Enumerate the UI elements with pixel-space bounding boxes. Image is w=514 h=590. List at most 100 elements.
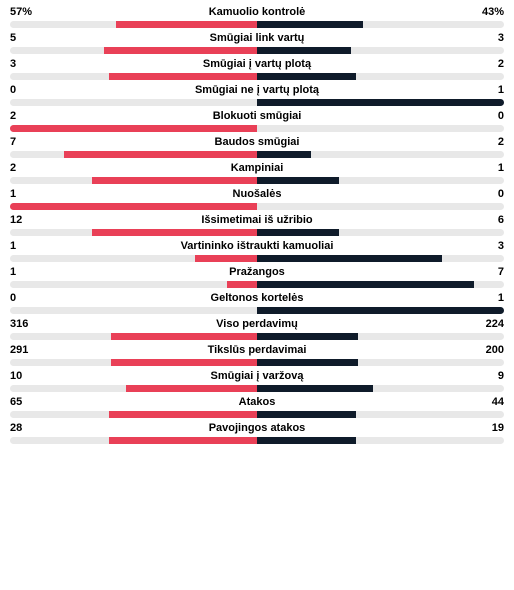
stat-bar-left (227, 281, 257, 288)
stat-bar-right (257, 21, 363, 28)
stat-row: 1Vartininko ištraukti kamuoliai3 (10, 240, 504, 262)
stat-bar-right (257, 99, 504, 106)
stat-row: 2Blokuoti smūgiai0 (10, 110, 504, 132)
stat-bar-right (257, 307, 504, 314)
stat-right-value: 1 (474, 84, 504, 96)
stat-bar-track (10, 203, 504, 210)
stat-bar-left (111, 359, 257, 366)
stat-row: 316Viso perdavimų224 (10, 318, 504, 340)
stat-right-value: 1 (474, 162, 504, 174)
stat-bar-track (10, 411, 504, 418)
stat-bar-left (10, 203, 257, 210)
stat-bar-left (92, 229, 257, 236)
stat-bar-track (10, 99, 504, 106)
stat-label: Kampiniai (40, 162, 474, 174)
stat-bar-left (109, 411, 257, 418)
stat-bar-right (257, 281, 474, 288)
stat-bar-right (257, 437, 356, 444)
stat-row: 1Nuošalės0 (10, 188, 504, 210)
stat-row: 0Smūgiai ne į vartų plotą1 (10, 84, 504, 106)
stat-right-value: 43% (474, 6, 504, 18)
stat-right-value: 1 (474, 292, 504, 304)
stat-row: 12Išsimetimai iš užribio6 (10, 214, 504, 236)
stat-label: Kamuolio kontrolė (40, 6, 474, 18)
stat-bar-left (92, 177, 257, 184)
stat-left-value: 291 (10, 344, 40, 356)
stat-row: 2Kampiniai1 (10, 162, 504, 184)
stat-right-value: 19 (474, 422, 504, 434)
stat-row: 3Smūgiai į vartų plotą2 (10, 58, 504, 80)
stat-left-value: 3 (10, 58, 40, 70)
stat-bar-right (257, 73, 356, 80)
stat-bar-track (10, 73, 504, 80)
stat-row: 28Pavojingos atakos19 (10, 422, 504, 444)
stat-label: Smūgiai į varžovą (40, 370, 474, 382)
stat-bar-right (257, 333, 358, 340)
stat-label: Smūgiai į vartų plotą (40, 58, 474, 70)
stat-label: Geltonos kortelės (40, 292, 474, 304)
stat-bar-right (257, 229, 339, 236)
stat-left-value: 2 (10, 110, 40, 122)
stat-row: 57%Kamuolio kontrolė43% (10, 6, 504, 28)
stat-left-value: 1 (10, 188, 40, 200)
stat-right-value: 44 (474, 396, 504, 408)
stat-bar-left (111, 333, 257, 340)
stat-left-value: 7 (10, 136, 40, 148)
stat-left-value: 28 (10, 422, 40, 434)
stat-row: 65Atakos44 (10, 396, 504, 418)
stat-row: 0Geltonos kortelės1 (10, 292, 504, 314)
stat-bar-track (10, 437, 504, 444)
stat-bar-track (10, 177, 504, 184)
stat-left-value: 5 (10, 32, 40, 44)
stat-row: 291Tikslūs perdavimai200 (10, 344, 504, 366)
stat-label: Nuošalės (40, 188, 474, 200)
stat-bar-track (10, 255, 504, 262)
stat-right-value: 0 (474, 188, 504, 200)
stat-bar-right (257, 359, 358, 366)
stat-bar-right (257, 177, 339, 184)
stat-bar-left (104, 47, 257, 54)
stat-left-value: 1 (10, 240, 40, 252)
stat-bar-right (257, 151, 311, 158)
stat-bar-track (10, 21, 504, 28)
stat-bar-left (109, 437, 257, 444)
stat-bar-right (257, 411, 356, 418)
stat-left-value: 65 (10, 396, 40, 408)
stat-label: Baudos smūgiai (40, 136, 474, 148)
stat-bar-track (10, 385, 504, 392)
stat-left-value: 12 (10, 214, 40, 226)
stat-right-value: 7 (474, 266, 504, 278)
stat-label: Tikslūs perdavimai (40, 344, 474, 356)
stat-bar-left (109, 73, 257, 80)
stat-bar-track (10, 333, 504, 340)
stat-bar-right (257, 385, 373, 392)
stat-label: Pavojingos atakos (40, 422, 474, 434)
stat-label: Atakos (40, 396, 474, 408)
stat-row: 1Pražangos7 (10, 266, 504, 288)
stat-right-value: 6 (474, 214, 504, 226)
stat-left-value: 2 (10, 162, 40, 174)
stat-row: 10Smūgiai į varžovą9 (10, 370, 504, 392)
stat-bar-track (10, 151, 504, 158)
stat-bar-track (10, 125, 504, 132)
stat-label: Smūgiai ne į vartų plotą (40, 84, 474, 96)
stat-right-value: 224 (474, 318, 504, 330)
stat-right-value: 2 (474, 58, 504, 70)
stat-bar-left (195, 255, 257, 262)
stat-left-value: 57% (10, 6, 40, 18)
stat-bar-track (10, 229, 504, 236)
stat-bar-right (257, 255, 442, 262)
stat-left-value: 316 (10, 318, 40, 330)
stat-row: 5Smūgiai link vartų3 (10, 32, 504, 54)
stat-bar-right (257, 47, 351, 54)
stat-bar-left (116, 21, 257, 28)
stat-bar-left (126, 385, 257, 392)
stat-bar-left (10, 125, 257, 132)
stat-label: Išsimetimai iš užribio (40, 214, 474, 226)
stat-label: Viso perdavimų (40, 318, 474, 330)
stat-right-value: 2 (474, 136, 504, 148)
stat-bar-track (10, 47, 504, 54)
stat-left-value: 1 (10, 266, 40, 278)
stat-bar-track (10, 307, 504, 314)
stat-right-value: 3 (474, 240, 504, 252)
